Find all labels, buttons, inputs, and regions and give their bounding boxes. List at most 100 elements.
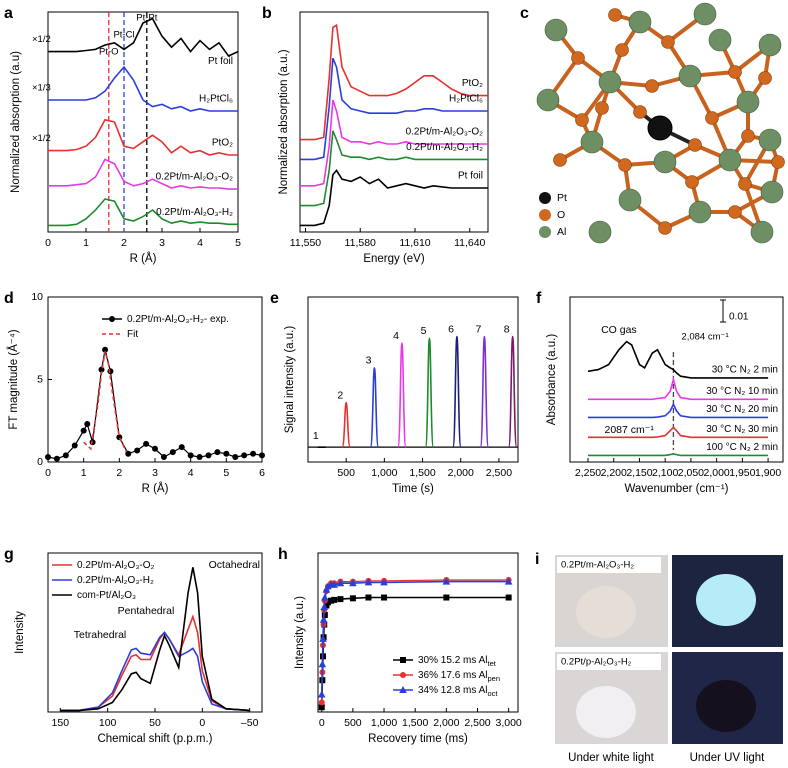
y-axis-label: FT magnitude (Å⁻⁴) — [7, 329, 20, 429]
legend-atom-al — [539, 226, 551, 238]
x-tick-label: 4 — [197, 237, 203, 249]
atom-o — [575, 113, 589, 127]
marker — [102, 346, 109, 353]
x-axis-label: Wavenumber (cm⁻¹) — [624, 483, 728, 495]
legend-label: Pt — [557, 192, 567, 204]
marker — [380, 578, 388, 586]
x-axis-label: Time (s) — [392, 483, 434, 495]
marker — [205, 452, 212, 459]
scale-label: ×1/2 — [32, 34, 51, 45]
x-tick-label: 6 — [259, 467, 265, 479]
marker — [241, 452, 248, 459]
legend-label: Fit — [127, 329, 138, 340]
peak-label: 6 — [448, 323, 454, 335]
atom-al — [693, 2, 717, 26]
label-box — [557, 654, 661, 670]
atom-al — [760, 180, 784, 204]
y-tick-label: 0 — [37, 456, 43, 468]
x-tick-label: 3 — [159, 237, 165, 249]
series-label: H₂PtCl₆ — [199, 94, 233, 105]
atom-o — [645, 79, 659, 93]
marker — [504, 577, 513, 585]
legend-subscript: pen — [487, 674, 500, 683]
atom-o — [688, 138, 702, 152]
marker — [364, 578, 373, 586]
marker — [330, 580, 338, 588]
marker — [125, 450, 132, 457]
x-tick-label: 1,000 — [371, 717, 397, 729]
legend-label: 0.2Pt/m-Al₂O₃-O₂ — [77, 560, 155, 571]
annotation: Pentahedral — [118, 605, 175, 617]
x-tick-label: 100 — [99, 717, 117, 729]
photo-caption: Under UV light — [690, 752, 766, 764]
peak — [424, 337, 435, 448]
atom-al — [750, 220, 774, 244]
x-tick-label: 500 — [344, 717, 362, 729]
y-axis-label: Normalized absorption (a.u.) — [278, 49, 290, 194]
structure-legend: Pt O Al — [539, 192, 567, 238]
panel-letter: i — [535, 551, 539, 568]
atom-o — [771, 155, 785, 169]
x-tick-label: 50 — [149, 717, 161, 729]
series-line — [83, 351, 128, 453]
peak-label: 1 — [313, 430, 319, 442]
x-tick-label: 0 — [45, 467, 51, 479]
panel-letter: h — [278, 546, 288, 563]
x-tick-label: 5 — [235, 237, 241, 249]
series-label: H₂PtCl₆ — [449, 94, 483, 105]
series-line — [48, 17, 239, 58]
series-line — [300, 23, 488, 141]
atom-al — [718, 148, 742, 172]
y-tick-label: 5 — [37, 373, 43, 385]
marker — [259, 452, 265, 459]
legend-subscript: oct — [487, 689, 498, 698]
marker — [71, 442, 78, 449]
series-line — [588, 452, 769, 457]
peak — [452, 335, 462, 448]
marker — [337, 596, 344, 603]
peak — [369, 367, 380, 448]
x-tick-label: 0 — [199, 717, 205, 729]
atom-pt — [647, 115, 673, 141]
x-tick-label: 0 — [45, 237, 51, 249]
marker — [196, 454, 203, 461]
legend-label: 0.2Pt/m-Al₂O₃-H₂- exp. — [127, 314, 229, 325]
marker — [323, 602, 330, 609]
legend-label: 34% 12.8 ms Aloct — [418, 685, 498, 699]
marker — [45, 454, 51, 461]
photo-label: 0.2Pt/p-Al₂O₃-H₂ — [561, 657, 632, 668]
x-tick-label: 1,500 — [409, 467, 435, 479]
atom-o — [608, 8, 622, 22]
x-axis-label: Energy (eV) — [363, 253, 425, 265]
x-tick-label: 2,200 — [601, 467, 627, 479]
reference-label: 2,084 cm⁻¹ — [681, 332, 728, 343]
x-tick-label: 11,580 — [345, 237, 376, 249]
peak-label: 5 — [421, 325, 427, 337]
x-tick-label: 2 — [116, 467, 122, 479]
panel-letter: b — [262, 5, 272, 22]
marker — [443, 594, 450, 601]
marker — [336, 579, 345, 587]
legend-text: 0.2Pt/m-Al₂O₃-O₂ — [77, 560, 155, 571]
series-line — [588, 426, 769, 439]
series-line — [48, 198, 238, 227]
marker — [134, 447, 141, 454]
series-line — [47, 349, 263, 460]
x-tick-label: 1,950 — [729, 467, 755, 479]
legend-text: 34% 12.8 ms Al — [418, 685, 487, 696]
annotation: 2087 cm⁻¹ — [605, 424, 655, 436]
plot-frame — [569, 296, 784, 463]
series-label: 0.2Pt/m-Al₂O₃-O₂ — [406, 127, 484, 138]
legend-label: 0.2Pt/m-Al₂O₃-H₂ — [77, 575, 154, 586]
marker — [53, 455, 60, 462]
peak-label: 2 — [337, 389, 343, 401]
plot-frame — [47, 11, 239, 233]
marker — [109, 316, 115, 322]
atom-o — [758, 71, 772, 85]
atom-al — [688, 200, 712, 224]
atom-al — [628, 10, 652, 34]
x-tick-label: 11,550 — [290, 237, 321, 249]
powder — [576, 586, 636, 638]
x-tick-label: 2,100 — [652, 467, 678, 479]
